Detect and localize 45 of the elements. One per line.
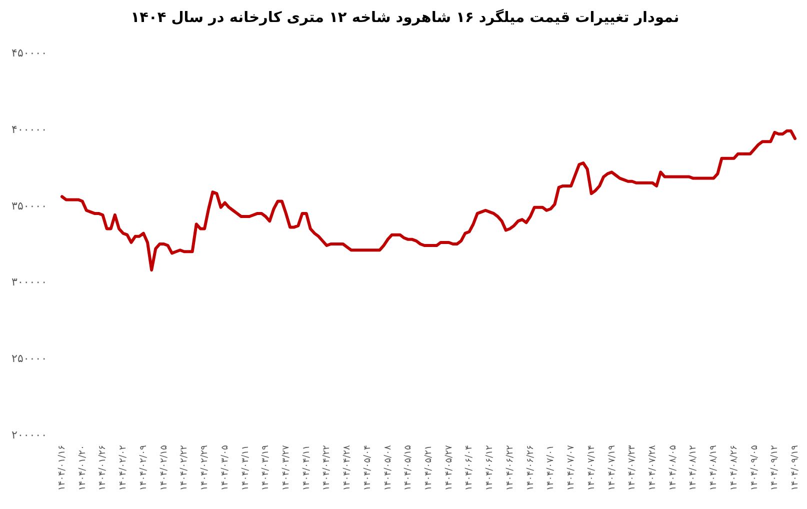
x-tick-label: ۱۴۰۴/۰۷/۰۷ <box>566 444 577 491</box>
line-series <box>60 129 796 272</box>
y-tick-label: ۳۵۰۰۰۰ <box>12 199 47 212</box>
x-tick-label: ۱۴۰۴/۰۳/۱۱ <box>240 445 251 491</box>
y-tick-label: ۲۵۰۰۰۰ <box>12 352 47 366</box>
x-tick-label: ۱۴۰۴/۰۲/۲۹ <box>199 444 210 491</box>
y-tick-label: ۲۰۰۰۰۰ <box>12 428 47 442</box>
x-tick-label: ۱۴۰۴/۰۴/۲۲ <box>321 444 332 491</box>
chart-title: نمودار تغییرات قیمت میلگرد ۱۶ شاهرود شاخه ۱۲ متری کارخانه در سال ۱۴۰۴ <box>130 8 680 26</box>
x-tick-label: ۱۴۰۴/۰۶/۲۲ <box>504 444 516 491</box>
x-tick-label: ۱۴۰۴/۰۶/۲۶ <box>524 444 536 491</box>
x-tick-label: ۱۴۰۴/۰۵/۲۱ <box>423 445 434 491</box>
y-tick-label: ۳۰۰۰۰۰ <box>12 276 47 289</box>
x-tick-label: ۱۴۰۴/۰۸/۱۲ <box>688 444 699 491</box>
x-tick-label: ۱۴۰۴/۰۵/۲۷ <box>443 444 454 491</box>
x-tick-label: ۱۴۰۴/۰۳/۲۷ <box>280 444 292 491</box>
x-tick-label: ۱۴۰۴/۰۱/۲۶ <box>97 444 108 491</box>
x-tick-label: ۱۴۰۴/۰۵/۱۵ <box>402 444 414 491</box>
x-tick-label: ۱۴۰۴/۰۶/۱۲ <box>484 444 496 491</box>
x-tick-label: ۱۴۰۴/۰۳/۱۹ <box>260 444 272 491</box>
x-tick-label: ۱۴۰۴/۰۸/۱۹ <box>708 444 720 491</box>
x-tick-label: ۱۴۰۴/۰۷/۲۸ <box>646 444 658 491</box>
x-tick-label: ۱۴۰۴/۰۷/۱۹ <box>606 444 618 491</box>
x-tick-label: ۱۴۰۴/۰۸/۲۶ <box>728 444 740 491</box>
x-tick-label: ۱۴۰۴/۰۲/۲۲ <box>178 444 190 491</box>
x-tick-label: ۱۴۰۴/۰۵/۰۸ <box>382 444 394 491</box>
x-tick-label: ۱۴۰۴/۰۳/۰۵ <box>219 444 230 491</box>
x-tick-label: ۱۴۰۴/۰۱/۱۶ <box>56 444 68 491</box>
x-tick-label: ۱۴۰۴/۰۲/۰۲ <box>118 444 129 491</box>
x-tick-label: ۱۴۰۴/۰۴/۱۱ <box>300 445 312 491</box>
x-tick-label: ۱۴۰۴/۰۲/۱۵ <box>158 444 170 491</box>
x-tick-label: ۱۴۰۴/۰۶/۰۴ <box>464 444 475 491</box>
x-tick-label: ۱۴۰۴/۰۷/۱۴ <box>586 444 597 491</box>
x-tick-label: ۱۴۰۴/۰۱/۲۰ <box>76 445 88 491</box>
x-tick-label: ۱۴۰۴/۰۴/۲۸ <box>342 444 353 491</box>
x-tick-label: ۱۴۰۴/۰۷/۲۳ <box>626 444 638 491</box>
x-tick-label: ۱۴۰۴/۰۹/۱۹ <box>790 444 800 491</box>
x-tick-label: ۱۴۰۴/۰۸/۰۵ <box>667 444 678 491</box>
x-tick-label: ۱۴۰۴/۰۹/۱۲ <box>769 444 780 491</box>
y-tick-label: ۴۵۰۰۰۰ <box>12 46 47 60</box>
x-tick-label: ۱۴۰۴/۰۵/۰۴ <box>362 444 373 491</box>
x-tick-label: ۱۴۰۴/۰۹/۰۵ <box>748 444 760 491</box>
y-tick-label: ۴۰۰۰۰۰ <box>12 122 47 136</box>
x-tick-label: ۱۴۰۴/۰۷/۰۱ <box>545 445 556 491</box>
x-tick-label: ۱۴۰۴/۰۲/۰۹ <box>138 444 149 491</box>
